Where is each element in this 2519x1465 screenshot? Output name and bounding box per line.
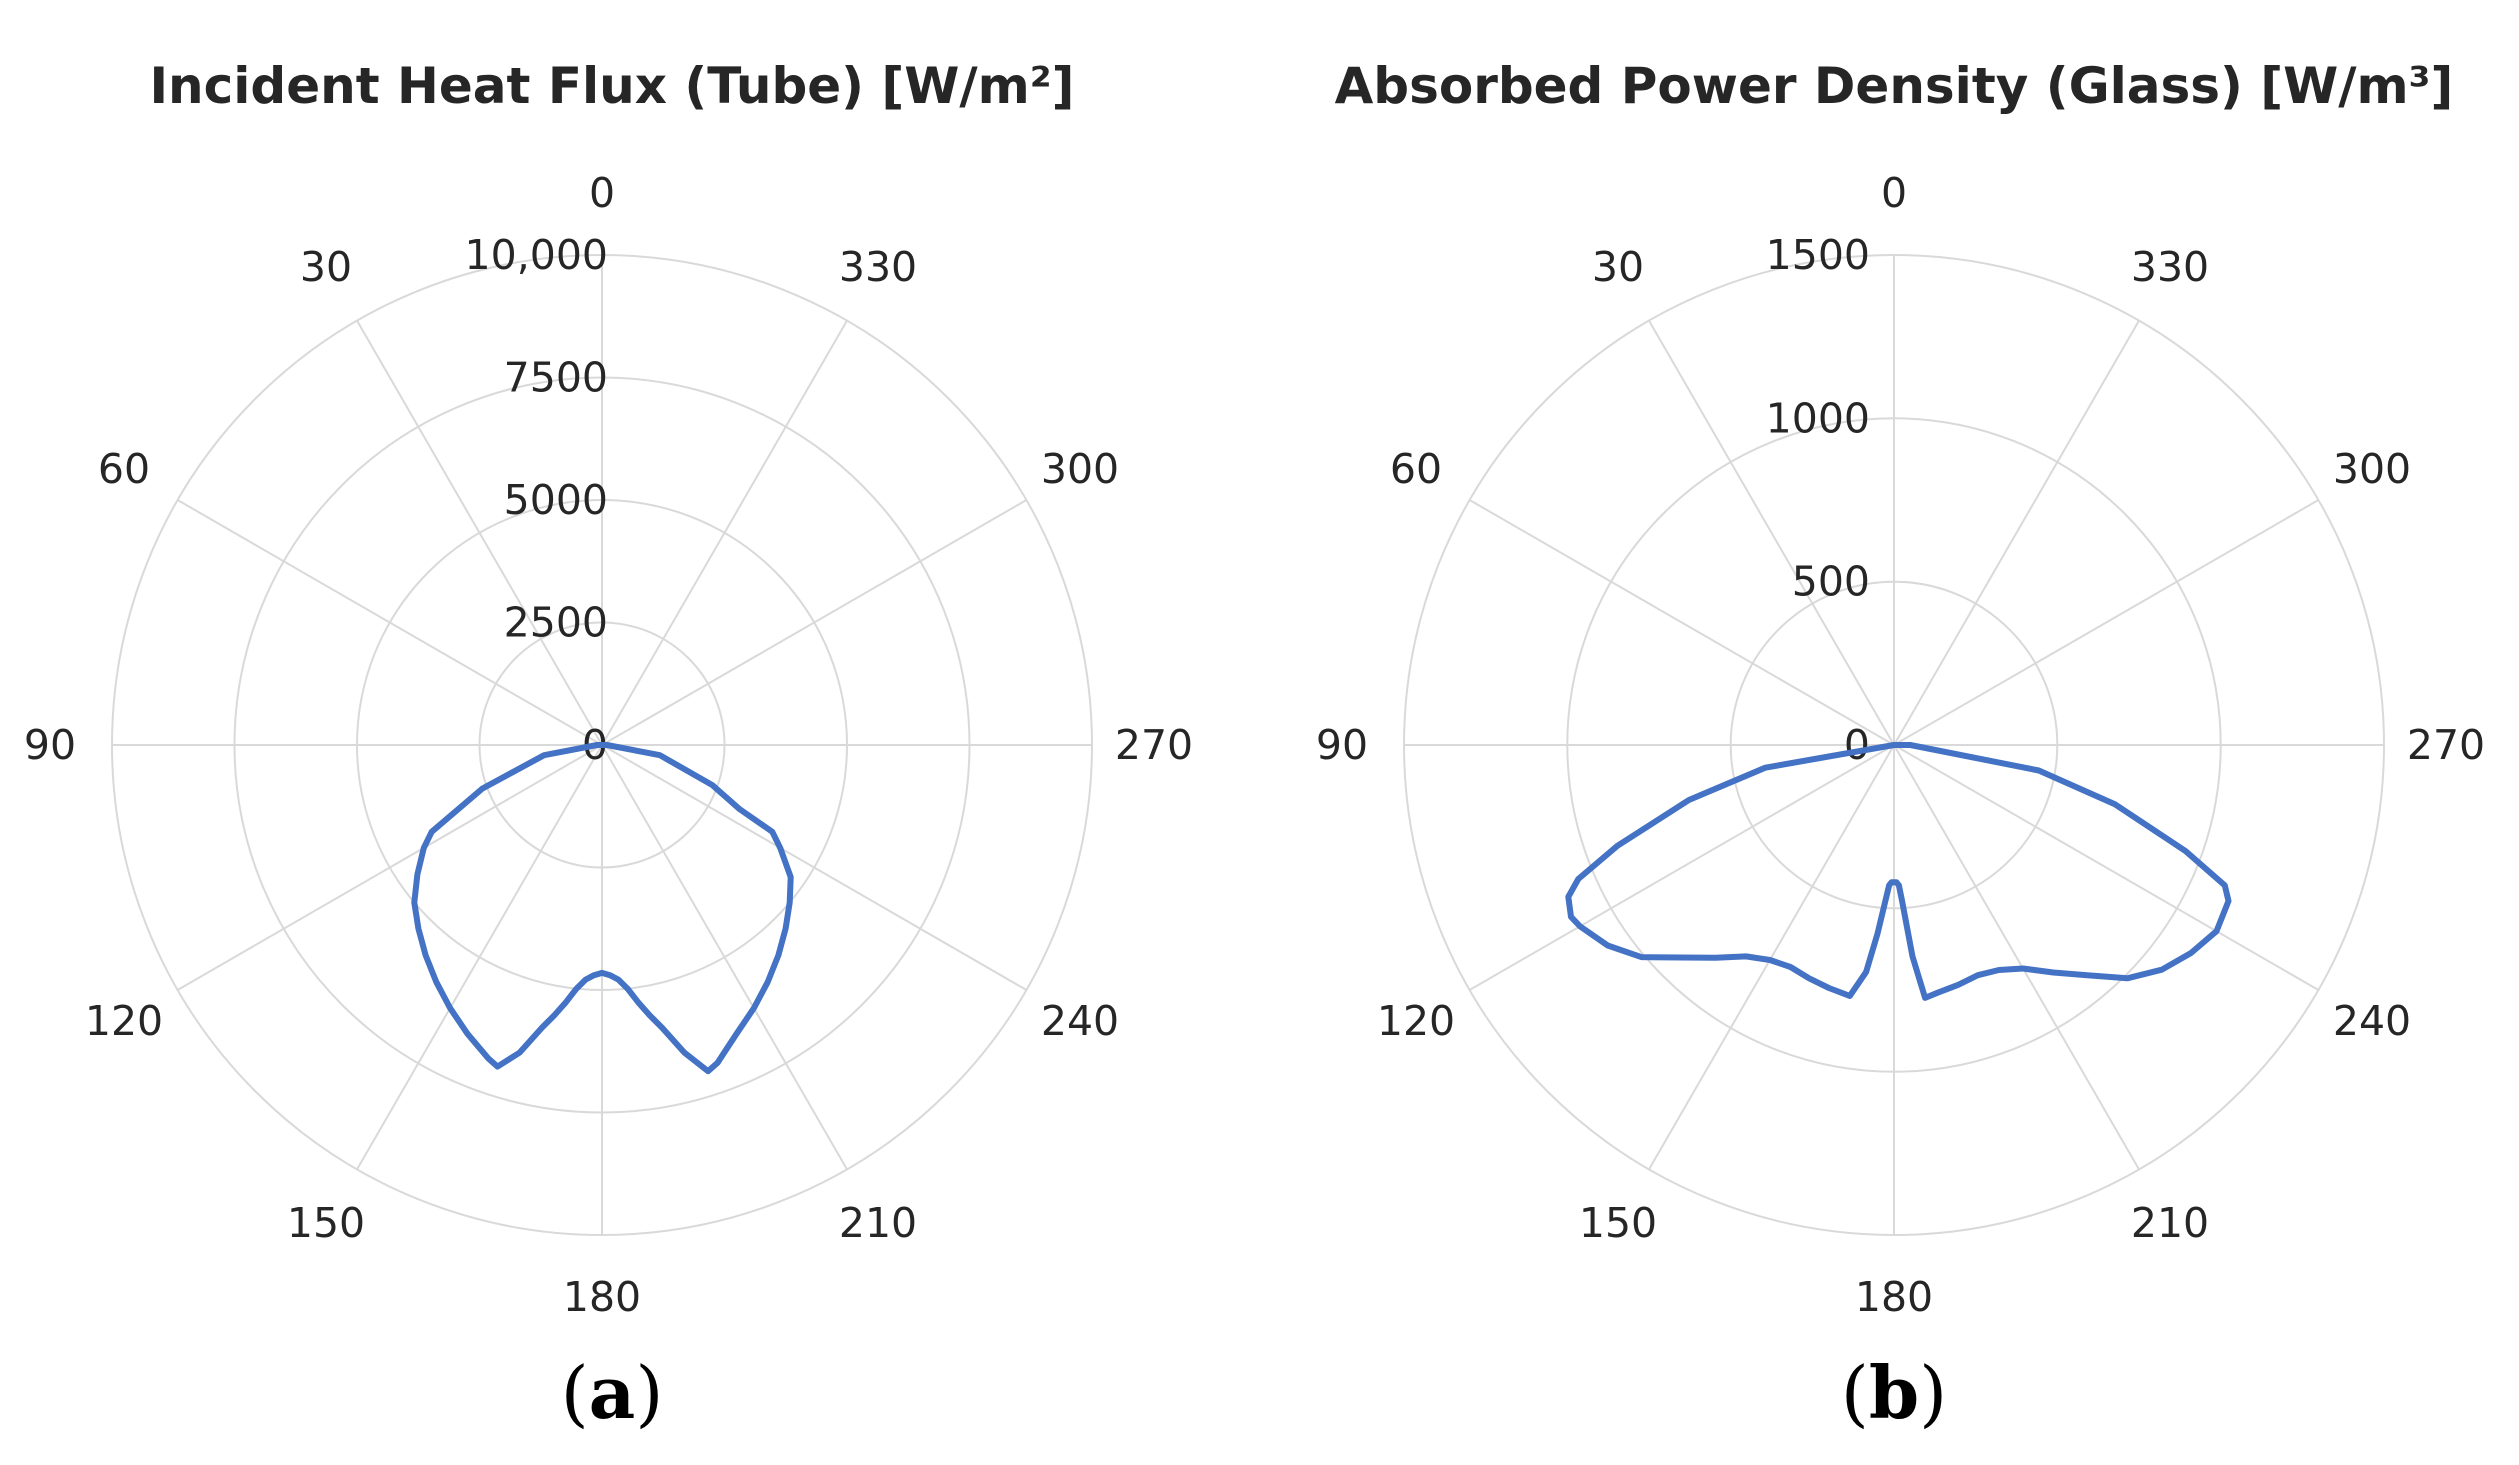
angular-tick-label: 90 xyxy=(24,721,76,769)
grid-spoke xyxy=(177,744,603,991)
angular-tick-label: 300 xyxy=(2333,445,2411,493)
chart-b-grid xyxy=(1403,254,2385,1236)
grid-spoke xyxy=(1893,744,2140,1170)
chart-b-series-line xyxy=(1565,742,2232,1001)
grid-spoke xyxy=(177,499,603,746)
angular-tick-label: 0 xyxy=(1881,169,1907,217)
angular-tick-label: 30 xyxy=(1592,243,1644,291)
angular-tick-label: 210 xyxy=(839,1199,917,1247)
angular-tick-label: 270 xyxy=(1115,721,1193,769)
angular-tick-label: 180 xyxy=(563,1273,641,1321)
chart-b-title: Absorbed Power Density (Glass) [W/m³] xyxy=(1335,57,2454,115)
radial-tick-label: 1500 xyxy=(1766,231,1870,279)
angular-tick-label: 150 xyxy=(287,1199,365,1247)
angular-tick-label: 270 xyxy=(2407,721,2485,769)
grid-spoke xyxy=(1469,499,1895,746)
radial-tick-label: 0 xyxy=(1844,721,1870,769)
grid-spoke xyxy=(1648,320,1895,746)
angular-tick-label: 330 xyxy=(839,243,917,291)
angular-tick-label: 0 xyxy=(589,169,615,217)
angular-tick-label: 60 xyxy=(1390,445,1442,493)
grid-spoke xyxy=(1893,744,2319,991)
angular-tick-label: 240 xyxy=(1041,997,1119,1045)
grid-spoke xyxy=(601,320,848,746)
grid-spoke xyxy=(1893,320,2140,746)
angular-tick-label: 180 xyxy=(1855,1273,1933,1321)
chart-b: Absorbed Power Density (Glass) [W/m³] 0 5… xyxy=(1316,57,2485,1435)
chart-a-title: Incident Heat Flux (Tube) [W/m²] xyxy=(149,57,1074,115)
chart-a-angular-ticks: 0 30 60 90 120 150 180 210 240 270 300 330 xyxy=(24,169,1193,1321)
radial-tick-label: 1000 xyxy=(1766,394,1870,442)
grid-spoke xyxy=(1648,744,1895,1170)
grid-spoke xyxy=(601,499,1027,746)
chart-b-panel-label: (b) xyxy=(1841,1350,1948,1435)
chart-a-grid xyxy=(111,254,1093,1236)
grid-spoke xyxy=(601,744,848,1170)
angular-tick-label: 90 xyxy=(1316,721,1368,769)
angular-tick-label: 150 xyxy=(1579,1199,1657,1247)
chart-a: Incident Heat Flux (Tube) [W/m²] 0 2500 50… xyxy=(24,57,1193,1435)
grid-spoke xyxy=(356,744,603,1170)
grid-spoke xyxy=(356,320,603,746)
chart-a-panel-label: (a) xyxy=(561,1350,664,1435)
radial-tick-label: 10,000 xyxy=(465,231,608,279)
angular-tick-label: 120 xyxy=(1377,997,1455,1045)
chart-b-angular-ticks: 0 30 60 90 120 150 180 210 240 270 300 330 xyxy=(1316,169,2485,1321)
angular-tick-label: 60 xyxy=(98,445,150,493)
angular-tick-label: 240 xyxy=(2333,997,2411,1045)
radial-tick-label: 7500 xyxy=(504,354,608,402)
angular-tick-label: 120 xyxy=(85,997,163,1045)
grid-spoke xyxy=(1469,744,1895,991)
radial-tick-label: 5000 xyxy=(504,476,608,524)
radial-tick-label: 500 xyxy=(1792,558,1870,606)
angular-tick-label: 330 xyxy=(2131,243,2209,291)
chart-a-series-line xyxy=(411,742,794,1075)
angular-tick-label: 30 xyxy=(300,243,352,291)
radial-tick-label: 2500 xyxy=(504,599,608,647)
angular-tick-label: 300 xyxy=(1041,445,1119,493)
grid-spoke xyxy=(601,744,1027,991)
grid-spoke xyxy=(1893,499,2319,746)
chart-b-radial-ticks: 0 500 1000 1500 xyxy=(1766,231,1870,769)
angular-tick-label: 210 xyxy=(2131,1199,2209,1247)
